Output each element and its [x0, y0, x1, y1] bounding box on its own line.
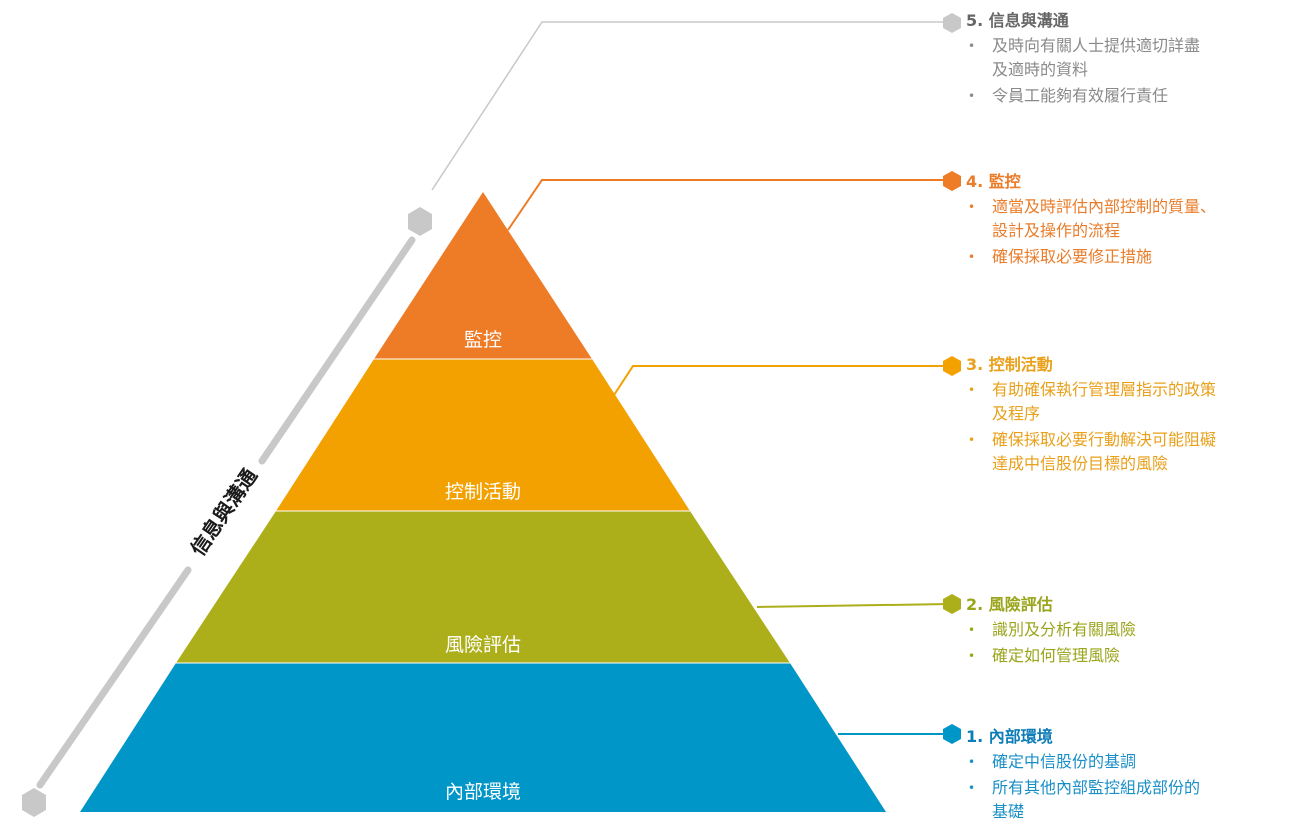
- list-item: 及時向有關人士提供適切詳盡 及適時的資料: [966, 34, 1311, 82]
- leader-line-3: [613, 365, 950, 396]
- axis-top-hexagon: [408, 207, 432, 236]
- list-item: 適當及時評估內部控制的質量、 設計及操作的流程: [966, 195, 1311, 243]
- list-item: 有助確保執行管理層指示的政策 及程序: [966, 378, 1311, 426]
- tier-label-1: 內部環境: [445, 781, 521, 803]
- marker-1-hexagon: [943, 724, 961, 744]
- description-risk-assessment: 2. 風險評估 識別及分析有關風險 確定如何管理風險: [966, 594, 1311, 670]
- description-title: 1. 內部環境: [966, 727, 1053, 746]
- leader-lines: [431, 21, 951, 735]
- description-list: 確定中信股份的基調 所有其他內部監控組成部份的 基礎: [966, 750, 1311, 824]
- description-list: 識別及分析有關風險 確定如何管理風險: [966, 618, 1311, 668]
- tier-label-2: 風險評估: [445, 634, 521, 656]
- description-title: 5. 信息與溝通: [966, 11, 1069, 30]
- list-item: 確保採取必要修正措施: [966, 245, 1311, 269]
- description-title: 2. 風險評估: [966, 595, 1053, 614]
- marker-5-hexagon: [943, 13, 961, 33]
- tier-monitoring: [374, 192, 592, 359]
- leader-line-4: [507, 179, 950, 231]
- axis-label: 信息與溝通: [186, 464, 262, 560]
- tier-internal-environment: [80, 663, 886, 812]
- marker-4-hexagon: [943, 171, 961, 191]
- description-list: 及時向有關人士提供適切詳盡 及適時的資料 令員工能夠有效履行責任: [966, 34, 1311, 108]
- description-title: 4. 監控: [966, 172, 1021, 191]
- leader-line-5: [431, 21, 950, 191]
- list-item: 識別及分析有關風險: [966, 618, 1311, 642]
- description-information-communication: 5. 信息與溝通 及時向有關人士提供適切詳盡 及適時的資料 令員工能夠有效履行責…: [966, 10, 1311, 110]
- description-list: 有助確保執行管理層指示的政策 及程序 確保採取必要行動解決可能阻礙 達成中信股份…: [966, 378, 1311, 476]
- list-item: 確定中信股份的基調: [966, 750, 1311, 774]
- pyramid: 內部環境 風險評估 控制活動 監控: [80, 192, 886, 812]
- description-title: 3. 控制活動: [966, 355, 1053, 374]
- tier-control-activities: [276, 359, 690, 511]
- markers: [943, 13, 961, 744]
- list-item: 令員工能夠有效履行責任: [966, 84, 1311, 108]
- marker-3-hexagon: [943, 356, 961, 376]
- leader-line-2: [756, 603, 951, 608]
- list-item: 確保採取必要行動解決可能阻礙 達成中信股份目標的風險: [966, 428, 1311, 476]
- axis-bottom-hexagon: [22, 788, 46, 817]
- list-item: 確定如何管理風險: [966, 644, 1311, 668]
- tier-label-3: 控制活動: [445, 481, 521, 503]
- tier-label-4: 監控: [464, 329, 502, 351]
- description-list: 適當及時評估內部控制的質量、 設計及操作的流程 確保採取必要修正措施: [966, 195, 1311, 269]
- description-monitoring: 4. 監控 適當及時評估內部控制的質量、 設計及操作的流程 確保採取必要修正措施: [966, 171, 1311, 271]
- description-internal-environment: 1. 內部環境 確定中信股份的基調 所有其他內部監控組成部份的 基礎: [966, 726, 1311, 826]
- list-item: 所有其他內部監控組成部份的 基礎: [966, 776, 1311, 824]
- tier-risk-assessment: [176, 511, 790, 663]
- description-control-activities: 3. 控制活動 有助確保執行管理層指示的政策 及程序 確保採取必要行動解決可能阻…: [966, 354, 1311, 478]
- marker-2-hexagon: [943, 594, 961, 614]
